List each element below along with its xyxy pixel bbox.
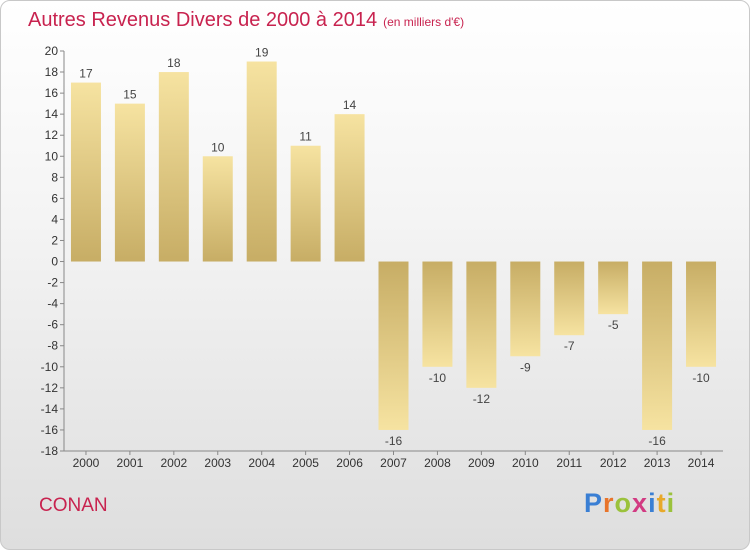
logo-letter: i (666, 488, 676, 518)
bar-2013 (642, 261, 673, 430)
bar-2002 (158, 72, 189, 262)
data-label-2004: 19 (255, 46, 269, 60)
x-tick-label: 2009 (468, 456, 495, 470)
x-tick-label: 2012 (600, 456, 627, 470)
y-tick-label: -18 (41, 444, 59, 458)
x-tick-label: 2007 (380, 456, 407, 470)
data-label-2011: -7 (564, 339, 575, 353)
x-tick-label: 2003 (204, 456, 231, 470)
y-tick-label: 16 (45, 86, 59, 100)
bar-2005 (290, 145, 321, 262)
x-tick-label: 2000 (73, 456, 100, 470)
y-tick-label: -16 (41, 423, 59, 437)
logo-letter: o (614, 488, 633, 518)
bar-2010 (510, 261, 541, 357)
bar-2014 (686, 261, 717, 367)
y-tick-label: -14 (41, 402, 59, 416)
data-label-2006: 14 (343, 98, 357, 112)
data-label-2010: -9 (520, 360, 531, 374)
logo-letter: x (632, 488, 649, 518)
bars (70, 61, 717, 430)
y-tick-label: -10 (41, 360, 59, 374)
proxiti-logo: Proxiti (584, 488, 675, 519)
y-tick-label: -4 (47, 297, 58, 311)
y-tick-label: 2 (51, 233, 58, 247)
data-label-2003: 10 (211, 140, 225, 154)
y-tick-label: 18 (45, 65, 59, 79)
data-label-2002: 18 (167, 56, 181, 70)
bar-2000 (70, 82, 101, 262)
data-label-2000: 17 (79, 67, 93, 81)
x-tick-label: 2011 (556, 456, 582, 470)
x-tick-label: 2004 (248, 456, 275, 470)
data-label-2008: -10 (429, 371, 447, 385)
x-tick-label: 2010 (512, 456, 539, 470)
data-label-2001: 15 (123, 88, 137, 102)
y-tick-label: 14 (45, 107, 59, 121)
chart-title: Autres Revenus Divers de 2000 à 2014 (en … (28, 9, 464, 32)
bar-2008 (422, 261, 453, 367)
chart-subtitle: (en milliers d'€) (383, 15, 465, 29)
y-tick-label: 0 (51, 255, 58, 269)
data-label-2013: -16 (648, 434, 666, 448)
bar-2009 (466, 261, 497, 388)
y-tick-label: 12 (45, 128, 59, 142)
axes: 20181614121086420-2-4-6-8-10-12-14-16-18… (41, 44, 723, 470)
data-label-2007: -16 (385, 434, 403, 448)
data-label-2009: -12 (473, 392, 491, 406)
data-label-2014: -10 (692, 371, 710, 385)
y-tick-label: -2 (47, 276, 58, 290)
bar-2007 (378, 261, 409, 430)
bar-2012 (598, 261, 629, 315)
bar-2001 (114, 103, 145, 262)
x-tick-label: 2013 (644, 456, 671, 470)
logo-letter: t (656, 488, 667, 518)
x-tick-label: 2006 (336, 456, 363, 470)
bar-2011 (554, 261, 585, 336)
y-tick-label: 8 (51, 170, 58, 184)
chart-title-text: Autres Revenus Divers de 2000 à 2014 (28, 9, 378, 31)
x-tick-label: 2005 (292, 456, 319, 470)
y-tick-label: 10 (45, 149, 59, 163)
x-tick-label: 2001 (117, 456, 144, 470)
data-label-2012: -5 (608, 318, 619, 332)
y-tick-label: -12 (41, 381, 59, 395)
data-labels: 17 15 18 10 19 11 14 -16 -10 -12 -9 -7 -5 -16 -10 (79, 46, 710, 448)
place-name: CONAN (39, 495, 108, 516)
y-tick-label: 20 (45, 44, 59, 58)
x-tick-label: 2014 (688, 456, 715, 470)
y-tick-label: 6 (51, 191, 58, 205)
x-tick-label: 2008 (424, 456, 451, 470)
logo-letter: r (603, 488, 615, 518)
logo-letter: P (584, 488, 604, 518)
bar-2003 (202, 156, 233, 262)
y-tick-label: -6 (47, 318, 58, 332)
bar-2006 (334, 114, 365, 262)
x-tick-label: 2002 (160, 456, 187, 470)
bar-2004 (246, 61, 277, 262)
data-label-2005: 11 (299, 130, 312, 144)
y-tick-label: -8 (47, 339, 58, 353)
logo-letter: i (648, 488, 657, 518)
y-tick-label: 4 (51, 212, 58, 226)
